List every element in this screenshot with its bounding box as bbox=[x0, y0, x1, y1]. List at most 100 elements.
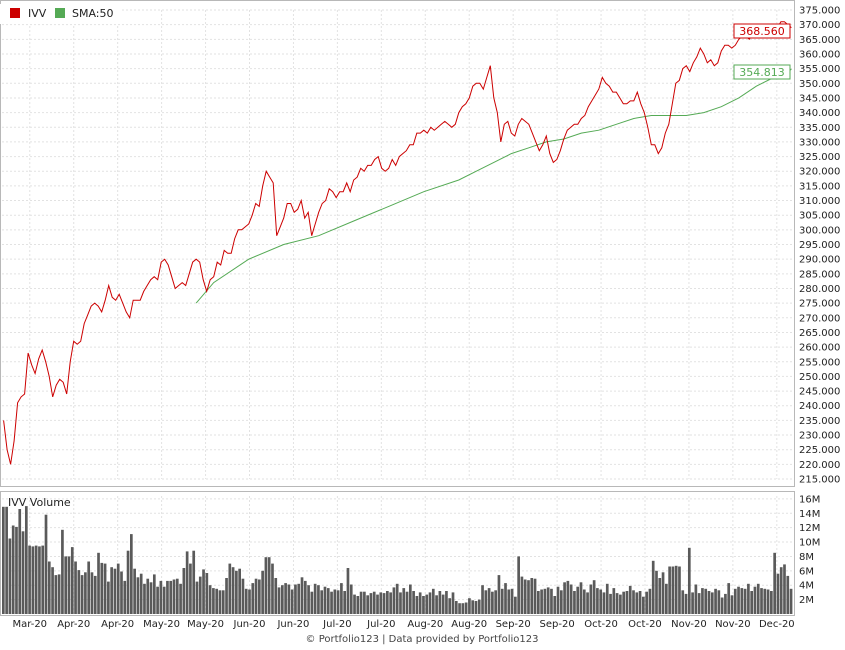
volume-bar bbox=[228, 563, 232, 614]
volume-bar bbox=[559, 590, 563, 614]
volume-bar bbox=[346, 568, 350, 614]
volume-bar bbox=[77, 570, 81, 614]
volume-bar bbox=[326, 588, 330, 614]
price-tick-label: 280.000 bbox=[799, 284, 840, 295]
volume-bar bbox=[645, 591, 648, 614]
price-tick-label: 320.000 bbox=[799, 167, 840, 178]
price-tick-label: 270.000 bbox=[799, 313, 840, 324]
x-tick-label: Mar-20 bbox=[12, 619, 47, 630]
volume-bar bbox=[280, 585, 284, 614]
volume-bar bbox=[612, 588, 616, 614]
price-tick-label: 220.000 bbox=[799, 460, 840, 471]
price-tick-label: 240.000 bbox=[799, 401, 840, 412]
volume-bar bbox=[546, 587, 550, 614]
volume-bar bbox=[579, 582, 583, 614]
volume-bar bbox=[28, 545, 31, 614]
volume-bar bbox=[602, 592, 606, 614]
volume-bar bbox=[428, 592, 432, 614]
volume-bar bbox=[523, 579, 527, 614]
volume-bar bbox=[284, 583, 287, 614]
volume-bar bbox=[474, 601, 478, 614]
volume-bar bbox=[248, 589, 251, 614]
volume-bar bbox=[464, 602, 468, 614]
volume-bar bbox=[451, 592, 455, 614]
price-tick-label: 345.000 bbox=[799, 93, 840, 104]
volume-bar bbox=[661, 572, 665, 614]
volume-bar bbox=[349, 584, 353, 614]
price-tick-label: 235.000 bbox=[799, 416, 840, 427]
volume-bar bbox=[143, 583, 146, 614]
volume-bar bbox=[330, 591, 333, 614]
volume-bar bbox=[727, 583, 731, 614]
footer-credit: © Portfolio123 | Data provided by Portfo… bbox=[306, 634, 539, 645]
volume-bar bbox=[126, 550, 130, 614]
volume-bar bbox=[389, 592, 392, 614]
volume-bar bbox=[770, 591, 773, 614]
volume-bar bbox=[481, 585, 484, 614]
volume-bar bbox=[182, 568, 186, 614]
volume-bar bbox=[573, 591, 576, 614]
volume-bar bbox=[576, 586, 580, 614]
volume-bar bbox=[753, 586, 757, 614]
volume-bar bbox=[500, 588, 504, 614]
volume-bar bbox=[189, 563, 192, 614]
volume-bar bbox=[658, 578, 662, 614]
volume-panel: 2M 4M 6M 8M 10M 12M 14M 16M IVV Volume bbox=[0, 491, 820, 616]
volume-bar bbox=[225, 578, 228, 614]
volume-bar bbox=[192, 550, 196, 614]
legend-sma-label: SMA:50 bbox=[72, 7, 114, 20]
volume-bar bbox=[582, 589, 586, 614]
volume-bar bbox=[343, 591, 347, 614]
last-price-box bbox=[733, 23, 791, 39]
volume-bar bbox=[244, 588, 248, 614]
volume-bar bbox=[638, 591, 642, 614]
volume-bar bbox=[704, 588, 708, 614]
volume-bar bbox=[599, 589, 603, 614]
price-tick-label: 255.000 bbox=[799, 357, 840, 368]
volume-bar bbox=[156, 586, 159, 614]
volume-bar bbox=[149, 582, 153, 614]
volume-bar bbox=[369, 593, 373, 614]
x-tick-label: May-20 bbox=[187, 619, 224, 630]
volume-bar bbox=[756, 583, 760, 614]
volume-bar bbox=[333, 589, 337, 614]
volume-bar bbox=[681, 590, 685, 614]
volume-bar bbox=[166, 580, 169, 614]
volume-tick-label: 12M bbox=[799, 523, 820, 534]
volume-bar bbox=[61, 529, 64, 614]
volume-bar bbox=[550, 588, 553, 614]
volume-bar bbox=[120, 571, 123, 614]
volume-bar bbox=[372, 591, 376, 614]
x-tick-label: Jun-20 bbox=[233, 619, 266, 630]
price-tick-label: 325.000 bbox=[799, 152, 840, 163]
volume-bar bbox=[789, 588, 793, 614]
volume-bar bbox=[130, 534, 133, 614]
volume-bar bbox=[517, 556, 520, 614]
volume-bar bbox=[41, 545, 45, 614]
volume-bar bbox=[64, 556, 68, 614]
volume-bar bbox=[221, 590, 225, 614]
volume-bar bbox=[592, 580, 596, 614]
volume-bar bbox=[162, 586, 166, 614]
price-panel: 215.000 220.000 225.000 230.000 235.000 240.0… bbox=[0, 0, 840, 487]
volume-tick-label: 4M bbox=[799, 581, 814, 592]
volume-bar bbox=[258, 579, 261, 614]
volume-bar bbox=[648, 588, 652, 614]
volume-bar bbox=[169, 580, 173, 614]
price-tick-label: 360.000 bbox=[799, 49, 840, 60]
volume-bar bbox=[392, 587, 396, 614]
volume-bar bbox=[267, 557, 271, 614]
volume-bar bbox=[5, 506, 8, 614]
price-tick-label: 245.000 bbox=[799, 387, 840, 398]
volume-bar bbox=[684, 593, 688, 614]
volume-bar bbox=[694, 584, 698, 614]
volume-bar bbox=[441, 594, 445, 614]
volume-bar bbox=[294, 584, 297, 614]
volume-bar bbox=[90, 572, 94, 614]
volume-bar bbox=[261, 570, 264, 614]
price-tick-label: 250.000 bbox=[799, 372, 840, 383]
volume-bar bbox=[179, 583, 182, 614]
volume-bar bbox=[123, 580, 127, 614]
volume-bar bbox=[471, 600, 475, 614]
